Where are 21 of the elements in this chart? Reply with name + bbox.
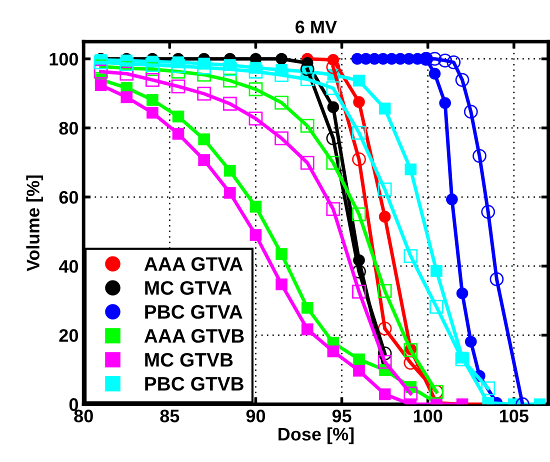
x-tick-label: 105 bbox=[500, 410, 528, 422]
x-tick-label: 80 bbox=[74, 410, 93, 422]
y-tick-label: 20 bbox=[59, 329, 78, 342]
legend-label: AAA GTVB bbox=[144, 328, 244, 343]
y-tick-label: 60 bbox=[59, 190, 78, 204]
y-tick-label: 0 bbox=[69, 398, 78, 411]
legend-label: PBC GTVB bbox=[145, 376, 244, 391]
x-axis-title: Dose [%] bbox=[278, 427, 354, 444]
legend-label: AAA GTVA bbox=[144, 257, 243, 271]
y-tick-label: 40 bbox=[58, 260, 78, 273]
x-tick-label: 90 bbox=[246, 410, 266, 422]
legend-label: MC GTVA bbox=[145, 281, 232, 295]
legend-label: MC GTVB bbox=[145, 352, 233, 367]
y-tick-label: 100 bbox=[50, 52, 78, 66]
y-tick-label: 80 bbox=[59, 122, 78, 135]
x-tick-label: 85 bbox=[160, 410, 180, 422]
y-axis-title: Volume [%] bbox=[26, 175, 44, 272]
x-tick-label: 100 bbox=[414, 410, 442, 422]
x-tick-label: 95 bbox=[332, 410, 352, 422]
chart-title: 6 MV bbox=[296, 20, 337, 34]
legend-label: PBC GTVA bbox=[145, 305, 242, 319]
